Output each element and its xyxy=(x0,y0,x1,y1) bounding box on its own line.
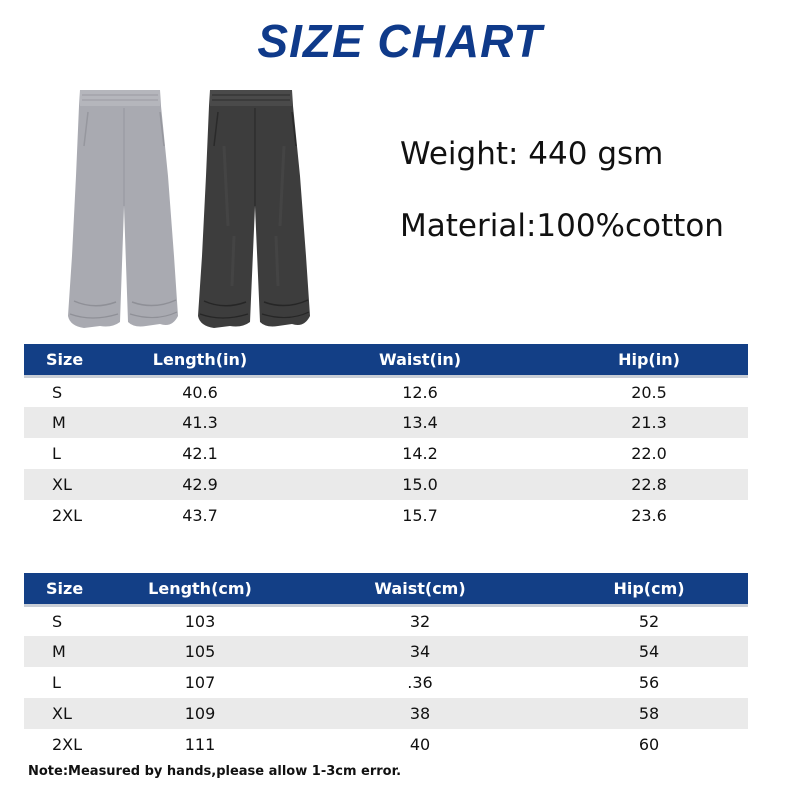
col-header-waist: Waist(cm) xyxy=(290,573,550,607)
cell-hip: 52 xyxy=(550,605,748,636)
col-header-hip: Hip(in) xyxy=(550,344,748,378)
cell-waist: 13.4 xyxy=(290,407,550,438)
cell-hip: 54 xyxy=(550,636,748,667)
measurement-note: Note:Measured by hands,please allow 1-3c… xyxy=(28,764,402,779)
table-row: 2XL 43.7 15.7 23.6 xyxy=(24,500,748,531)
material-spec: Material:100%cotton xyxy=(400,208,724,244)
cell-hip: 20.5 xyxy=(550,376,748,407)
cell-waist: 38 xyxy=(290,698,550,729)
cell-size: L xyxy=(24,667,110,698)
cell-waist: 15.7 xyxy=(290,500,550,531)
table-row: XL 42.9 15.0 22.8 xyxy=(24,469,748,500)
cell-hip: 60 xyxy=(550,729,748,760)
cell-hip: 58 xyxy=(550,698,748,729)
grey-sweatpants-image xyxy=(64,86,184,332)
col-header-size: Size xyxy=(24,344,110,378)
cell-waist: 14.2 xyxy=(290,438,550,469)
cell-size: S xyxy=(24,605,110,636)
col-header-hip: Hip(cm) xyxy=(550,573,748,607)
page-title: SIZE CHART xyxy=(257,15,543,67)
cell-length: 43.7 xyxy=(110,500,290,531)
cell-length: 103 xyxy=(110,605,290,636)
col-header-length: Length(in) xyxy=(110,344,290,378)
cell-size: 2XL xyxy=(24,500,110,531)
size-table-cm: Size Length(cm) Waist(cm) Hip(cm) S 103 … xyxy=(24,573,748,760)
cell-size: XL xyxy=(24,469,110,500)
cell-hip: 22.8 xyxy=(550,469,748,500)
table-row: M 105 34 54 xyxy=(24,636,748,667)
cell-length: 111 xyxy=(110,729,290,760)
table-row: L 42.1 14.2 22.0 xyxy=(24,438,748,469)
table-header-row: Size Length(cm) Waist(cm) Hip(cm) xyxy=(24,573,748,607)
cell-length: 42.9 xyxy=(110,469,290,500)
cell-size: 2XL xyxy=(24,729,110,760)
cell-size: M xyxy=(24,407,110,438)
table-row: S 40.6 12.6 20.5 xyxy=(24,376,748,407)
cell-waist: .36 xyxy=(290,667,550,698)
cell-length: 40.6 xyxy=(110,376,290,407)
cell-hip: 56 xyxy=(550,667,748,698)
cell-length: 107 xyxy=(110,667,290,698)
cell-size: M xyxy=(24,636,110,667)
weight-spec: Weight: 440 gsm xyxy=(400,136,664,172)
table-header-row: Size Length(in) Waist(in) Hip(in) xyxy=(24,344,748,378)
col-header-length: Length(cm) xyxy=(110,573,290,607)
cell-hip: 23.6 xyxy=(550,500,748,531)
cell-size: S xyxy=(24,376,110,407)
cell-length: 42.1 xyxy=(110,438,290,469)
table-row: M 41.3 13.4 21.3 xyxy=(24,407,748,438)
col-header-size: Size xyxy=(24,573,110,607)
size-table-inches: Size Length(in) Waist(in) Hip(in) S 40.6… xyxy=(24,344,748,531)
cell-length: 41.3 xyxy=(110,407,290,438)
cell-length: 109 xyxy=(110,698,290,729)
cell-hip: 21.3 xyxy=(550,407,748,438)
table-row: S 103 32 52 xyxy=(24,605,748,636)
cell-size: XL xyxy=(24,698,110,729)
cell-size: L xyxy=(24,438,110,469)
table-row: 2XL 111 40 60 xyxy=(24,729,748,760)
cell-hip: 22.0 xyxy=(550,438,748,469)
black-sweatpants-image xyxy=(194,86,316,332)
cell-waist: 15.0 xyxy=(290,469,550,500)
cell-waist: 12.6 xyxy=(290,376,550,407)
col-header-waist: Waist(in) xyxy=(290,344,550,378)
cell-length: 105 xyxy=(110,636,290,667)
cell-waist: 40 xyxy=(290,729,550,760)
table-row: L 107 .36 56 xyxy=(24,667,748,698)
table-row: XL 109 38 58 xyxy=(24,698,748,729)
cell-waist: 32 xyxy=(290,605,550,636)
cell-waist: 34 xyxy=(290,636,550,667)
